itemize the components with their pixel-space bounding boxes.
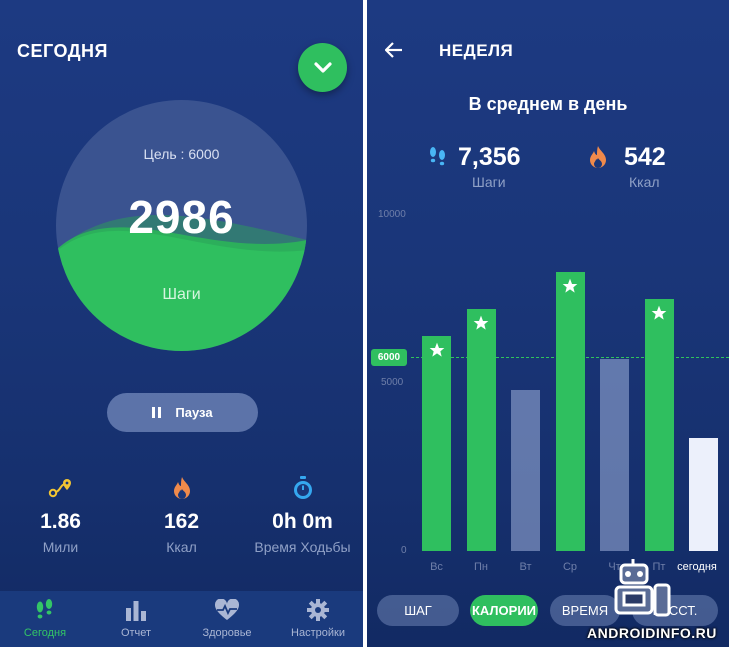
page-title: НЕДЕЛЯ xyxy=(439,41,514,60)
chart-bar[interactable] xyxy=(466,309,496,551)
tab-time[interactable]: ВРЕМЯ xyxy=(550,595,620,626)
steps-count: 2986 xyxy=(128,191,235,243)
nav-today-label: Сегодня xyxy=(23,627,67,639)
pause-label: Пауза xyxy=(175,405,213,420)
goal-text: Цель : 6000 xyxy=(143,146,220,162)
calories-value: 162 xyxy=(163,510,200,533)
walk-time-value: 0h 0m xyxy=(272,510,333,533)
gear-icon xyxy=(307,599,329,621)
nav-today[interactable]: Сегодня xyxy=(0,591,90,647)
flame-icon xyxy=(173,477,190,499)
chart-bar[interactable] xyxy=(555,272,585,551)
star-icon xyxy=(422,342,451,358)
watermark: ANDROIDINFO.RU xyxy=(587,625,717,641)
star-icon xyxy=(556,278,585,294)
page-title: СЕГОДНЯ xyxy=(17,41,108,61)
avg-steps-label: Шаги xyxy=(472,174,506,190)
tab-steps[interactable]: ШАГ xyxy=(377,595,459,626)
steps-label: Шаги xyxy=(162,286,201,303)
chart-bar[interactable] xyxy=(422,335,451,551)
y-tick-label: 0 xyxy=(401,545,407,556)
y-tick-label: 5000 xyxy=(381,377,404,388)
y-tick-label: 10000 xyxy=(378,209,406,220)
chart-bar[interactable] xyxy=(511,389,540,551)
avg-calories-label: Ккал xyxy=(629,174,660,190)
goal-tag: 6000 xyxy=(371,349,407,366)
distance-label: Мили xyxy=(42,539,79,555)
avg-calories-value: 542 xyxy=(624,143,666,171)
arrow-left-icon xyxy=(384,42,402,58)
calories-label: Ккал xyxy=(166,539,197,555)
x-tick-label: Вс xyxy=(430,561,443,573)
tab-calories-label: КАЛОРИИ xyxy=(471,603,537,618)
x-tick-label: Ср xyxy=(562,561,578,573)
star-icon xyxy=(645,305,674,321)
avg-steps-value: 7,356 xyxy=(458,143,521,171)
chart-bar[interactable] xyxy=(689,438,718,551)
chart-bar[interactable] xyxy=(644,299,674,551)
stat-distance: 1.86 Мили xyxy=(0,475,121,555)
nav-settings[interactable]: Настройки xyxy=(273,591,363,647)
screen-divider xyxy=(363,0,367,647)
robot-logo-icon xyxy=(614,559,671,617)
back-button[interactable] xyxy=(384,42,403,63)
collapse-button[interactable] xyxy=(298,43,347,92)
chart-bar[interactable] xyxy=(600,359,629,551)
stopwatch-icon xyxy=(293,476,312,499)
tab-time-label: ВРЕМЯ xyxy=(561,603,609,618)
walk-time-label: Время Ходьбы xyxy=(254,539,351,555)
chevron-down-icon xyxy=(313,61,332,73)
x-tick-label: Чт xyxy=(608,561,621,573)
today-screen: СЕГОДНЯ Цель : 6000 2986 Шаги Пауза xyxy=(0,0,363,647)
flame-icon xyxy=(590,146,606,168)
x-tick-label: Пн xyxy=(474,561,488,573)
tab-calories[interactable]: КАЛОРИИ xyxy=(470,595,538,626)
bar-chart-icon xyxy=(126,601,146,621)
x-tick-label: Вт xyxy=(519,561,532,573)
daily-average-title: В среднем в день xyxy=(468,94,628,114)
x-tick-label: сегодня xyxy=(677,561,717,573)
pause-icon xyxy=(152,407,162,418)
tab-steps-label: ШАГ xyxy=(404,603,432,618)
route-icon xyxy=(48,479,71,498)
nav-report[interactable]: Отчет xyxy=(91,591,181,647)
pause-button[interactable]: Пауза xyxy=(107,393,258,432)
nav-health-label: Здоровье xyxy=(202,627,252,639)
nav-report-label: Отчет xyxy=(120,627,152,639)
footsteps-icon xyxy=(430,147,445,166)
star-icon xyxy=(467,315,496,331)
distance-value: 1.86 xyxy=(40,510,81,533)
stat-walk-time: 0h 0m Время Ходьбы xyxy=(242,475,363,555)
stat-calories: 162 Ккал xyxy=(121,475,242,555)
week-screen: НЕДЕЛЯ В среднем в день 7,356 Шаги 542 К… xyxy=(367,0,729,647)
footsteps-icon xyxy=(36,599,53,619)
nav-health[interactable]: Здоровье xyxy=(182,591,272,647)
x-tick-label: Пт xyxy=(652,561,666,573)
bottom-navigation: Сегодня Отчет Здоровье xyxy=(0,591,363,647)
heart-pulse-icon xyxy=(214,599,240,620)
steps-progress-circle xyxy=(56,100,307,351)
nav-settings-label: Настройки xyxy=(291,627,345,639)
